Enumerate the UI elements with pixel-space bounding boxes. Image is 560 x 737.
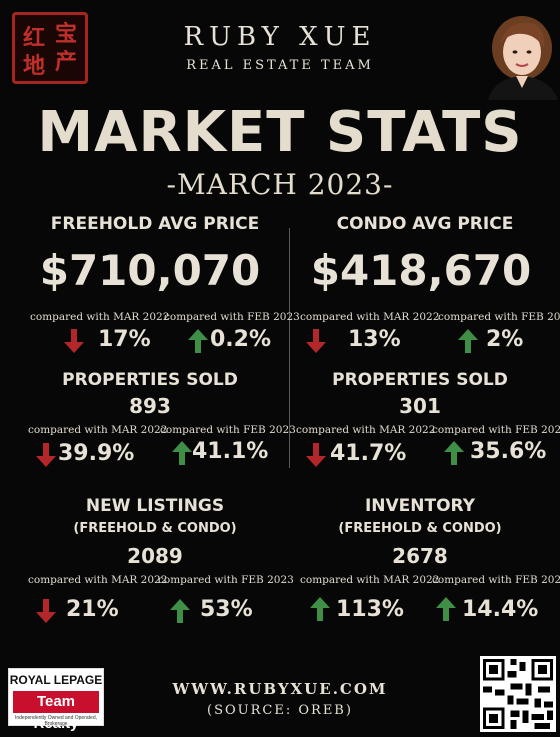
inventory-sub: (FREEHOLD & CONDO) <box>338 521 502 536</box>
new-listings-header: NEW LISTINGS <box>85 496 225 516</box>
condo-year-change: 13% <box>348 327 401 352</box>
inventory-count: 2678 <box>392 544 448 568</box>
up-arrow-icon <box>436 597 456 621</box>
new-listings-sub: (FREEHOLD & CONDO) <box>73 521 237 536</box>
condo-sold-count: 301 <box>399 394 441 418</box>
up-arrow-icon <box>444 441 464 465</box>
brand-team: REAL ESTATE TEAM <box>186 58 374 73</box>
column-divider <box>289 228 290 468</box>
seal-char: 地 <box>23 53 46 79</box>
condo-cmp-year: compared with MAR 2022 <box>300 311 440 323</box>
new-listings-year-change: 21% <box>66 597 119 622</box>
up-arrow-icon <box>172 441 192 465</box>
condo-sold-year-change: 41.7% <box>330 441 407 466</box>
condo-sold-header: PROPERTIES SOLD <box>332 370 508 390</box>
freehold-sold-cmp-year: compared with MAR 2022 <box>28 424 168 436</box>
new-listings-cmp-year: compared with MAR 2022 <box>28 574 168 586</box>
up-arrow-icon <box>170 599 190 623</box>
inventory-header: INVENTORY <box>364 496 476 516</box>
down-arrow-icon <box>36 599 56 623</box>
condo-month-change: 2% <box>486 327 524 352</box>
new-listings-cmp-month: compared with FEB 2023 <box>158 574 294 586</box>
new-listings-month-change: 53% <box>200 597 253 622</box>
freehold-price: $710,070 <box>39 246 261 295</box>
condo-sold-cmp-year: compared with MAR 2022 <box>296 424 436 436</box>
brokerage-logo: ROYAL LEPAGE Team Realty Independently O… <box>8 668 104 732</box>
logo-tagline: Independently Owned and Operated, Broker… <box>14 715 97 727</box>
website-link[interactable]: WWW.RUBYXUE.COM <box>172 680 388 698</box>
freehold-sold-header: PROPERTIES SOLD <box>62 370 238 390</box>
inventory-month-change: 14.4% <box>462 597 539 622</box>
source-note: (SOURCE: OREB) <box>207 703 353 718</box>
qr-code-icon[interactable] <box>480 656 556 732</box>
down-arrow-icon <box>306 329 326 353</box>
freehold-header: FREEHOLD AVG PRICE <box>50 214 260 234</box>
page-subtitle: -MARCH 2023- <box>166 168 394 201</box>
condo-cmp-month: compared with FEB 2023 <box>438 311 560 323</box>
freehold-cmp-month: compared with FEB 2023 <box>164 311 300 323</box>
page-title: MARKET STATS <box>37 100 523 165</box>
down-arrow-icon <box>64 329 84 353</box>
condo-header: CONDO AVG PRICE <box>336 214 514 234</box>
condo-sold-cmp-month: compared with FEB 2023 <box>432 424 560 436</box>
freehold-sold-count: 893 <box>129 394 171 418</box>
seal-char: 产 <box>55 49 78 75</box>
up-arrow-icon <box>458 329 478 353</box>
logo-top-text: ROYAL LEPAGE <box>9 673 103 687</box>
freehold-month-change: 0.2% <box>210 327 272 352</box>
inventory-cmp-month: compared with FEB 2023 <box>432 574 560 586</box>
brand-name: RUBY XUE <box>183 22 377 52</box>
inventory-year-change: 113% <box>336 597 404 622</box>
down-arrow-icon <box>306 443 326 467</box>
up-arrow-icon <box>188 329 208 353</box>
seal-logo: 宝 红 产 地 <box>12 12 88 84</box>
logo-bottom-text: Team Realty <box>13 691 99 732</box>
freehold-sold-month-change: 41.1% <box>192 439 269 464</box>
condo-price: $418,670 <box>310 246 532 295</box>
freehold-sold-year-change: 39.9% <box>58 441 135 466</box>
new-listings-count: 2089 <box>127 544 183 568</box>
freehold-cmp-year: compared with MAR 2022 <box>30 311 170 323</box>
seal-char: 宝 <box>55 21 78 47</box>
freehold-sold-cmp-month: compared with FEB 2023 <box>160 424 296 436</box>
condo-sold-month-change: 35.6% <box>470 439 547 464</box>
freehold-year-change: 17% <box>98 327 151 352</box>
agent-avatar <box>482 8 560 100</box>
seal-char: 红 <box>23 25 46 51</box>
up-arrow-icon <box>310 597 330 621</box>
inventory-cmp-year: compared with MAR 2022 <box>300 574 440 586</box>
down-arrow-icon <box>36 443 56 467</box>
